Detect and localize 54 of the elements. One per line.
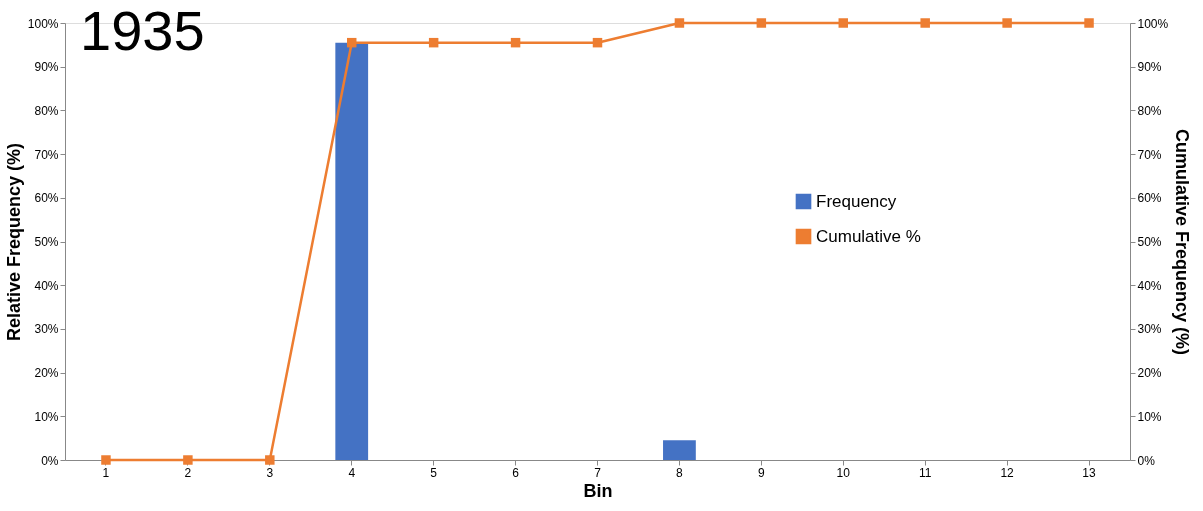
y-tick-label: 20% bbox=[34, 366, 59, 381]
x-tick-label: 13 bbox=[1082, 465, 1097, 480]
point bbox=[920, 18, 930, 28]
y-tick-label: 90% bbox=[34, 60, 59, 75]
x-tick-label: 9 bbox=[758, 465, 765, 480]
y2-axis-title: Cumulative Frequency (%) bbox=[1172, 128, 1193, 356]
y-tick-label: 30% bbox=[34, 322, 59, 337]
y-tick-label: 40% bbox=[34, 278, 59, 293]
point bbox=[838, 18, 849, 28]
point bbox=[183, 455, 193, 465]
point bbox=[1084, 18, 1094, 28]
x-tick-label: 8 bbox=[676, 465, 684, 480]
y2-tick-label: 60% bbox=[1137, 191, 1162, 206]
point bbox=[265, 455, 275, 465]
y-tick-label: 10% bbox=[34, 409, 59, 424]
y-tick-label: 80% bbox=[34, 103, 59, 118]
y2-tick-label: 80% bbox=[1137, 103, 1162, 118]
x-tick-label: 10 bbox=[836, 465, 851, 480]
point bbox=[428, 37, 439, 48]
point bbox=[592, 37, 603, 48]
x-tick-label: 3 bbox=[266, 465, 274, 480]
x-tick-label: 4 bbox=[348, 465, 356, 480]
x-tick-label: 5 bbox=[430, 465, 438, 480]
point bbox=[510, 37, 521, 48]
y2-tick-label: 40% bbox=[1137, 278, 1162, 293]
x-tick-label: 7 bbox=[594, 465, 602, 480]
legend-label: Frequency bbox=[816, 191, 897, 211]
point bbox=[101, 455, 111, 465]
y-axis-title: Relative Frequency (%) bbox=[3, 142, 24, 342]
x-tick-label: 6 bbox=[512, 465, 520, 480]
x-axis-title: Bin bbox=[583, 480, 613, 501]
y2-tick-label: 10% bbox=[1137, 409, 1162, 424]
chart-title: 1935 bbox=[80, 0, 205, 62]
y2-tick-label: 100% bbox=[1137, 16, 1169, 31]
point bbox=[674, 18, 685, 28]
y-tick-label: 60% bbox=[34, 191, 59, 206]
y2-tick-label: 20% bbox=[1137, 366, 1162, 381]
point bbox=[1002, 18, 1012, 28]
x-tick-label: 2 bbox=[184, 465, 192, 480]
x-tick-label: 11 bbox=[918, 465, 932, 480]
y-tick-label: 100% bbox=[27, 16, 59, 31]
y2-tick-label: 70% bbox=[1137, 147, 1162, 162]
x-tick-label: 1 bbox=[102, 465, 110, 480]
y2-tick-label: 90% bbox=[1137, 60, 1162, 75]
y2-tick-label: 50% bbox=[1137, 235, 1162, 249]
y-tick-label: 0% bbox=[41, 453, 59, 468]
y2-tick-label: 0% bbox=[1137, 453, 1156, 468]
point bbox=[346, 37, 357, 48]
x-tick-label: 12 bbox=[1000, 465, 1015, 480]
y-tick-label: 50% bbox=[34, 235, 59, 249]
y-tick-label: 70% bbox=[34, 147, 59, 162]
legend-label: Cumulative % bbox=[816, 226, 921, 246]
y2-tick-label: 30% bbox=[1137, 322, 1162, 337]
point bbox=[756, 18, 767, 28]
